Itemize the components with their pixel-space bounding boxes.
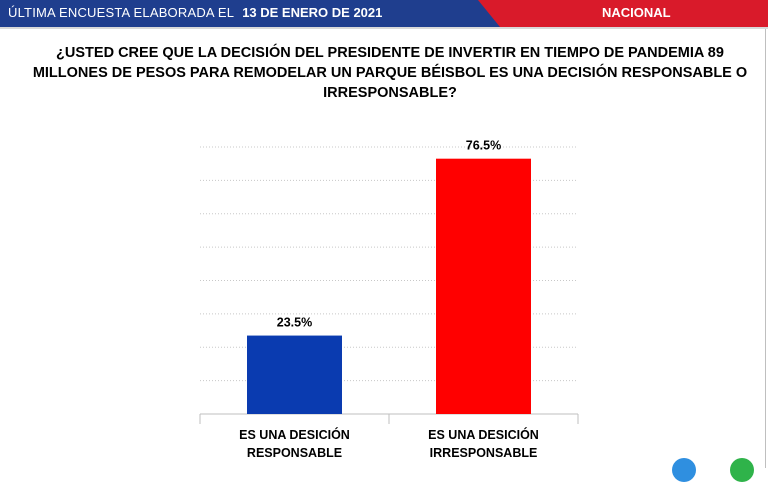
x-tick-label-0-0: ES UNA DESICIÓN (239, 427, 350, 442)
data-label-1: 76.5% (466, 139, 501, 153)
bar-0 (247, 335, 342, 414)
survey-label: ÚLTIMA ENCUESTA ELABORADA EL (8, 5, 235, 20)
header-divider (0, 27, 768, 29)
page-border (765, 29, 766, 468)
x-tick-label-1-0: ES UNA DESICIÓN (428, 427, 539, 442)
x-tick-label-1-1: IRRESPONSABLE (430, 446, 538, 460)
survey-date: 13 DE ENERO DE 2021 (242, 5, 383, 20)
x-tick-label-0-1: RESPONSABLE (247, 446, 342, 460)
bar-1 (436, 158, 531, 414)
bar-chart: 23.5% ES UNA DESICIÓN RESPONSABLE 76.5% ES U… (199, 139, 579, 460)
survey-question: ¿USTED CREE QUE LA DECISIÓN DEL PRESIDEN… (32, 45, 748, 101)
data-label-0: 23.5% (277, 316, 312, 330)
whatsapp-icon[interactable] (730, 458, 754, 482)
header-banner: ÚLTIMA ENCUESTA ELABORADA EL 13 DE ENERO … (0, 0, 768, 27)
banner-red-section (478, 0, 768, 27)
share-icon[interactable] (672, 458, 696, 482)
survey-date-text: ÚLTIMA ENCUESTA ELABORADA EL 13 DE ENERO … (8, 5, 382, 20)
region-label: NACIONAL (602, 5, 671, 20)
